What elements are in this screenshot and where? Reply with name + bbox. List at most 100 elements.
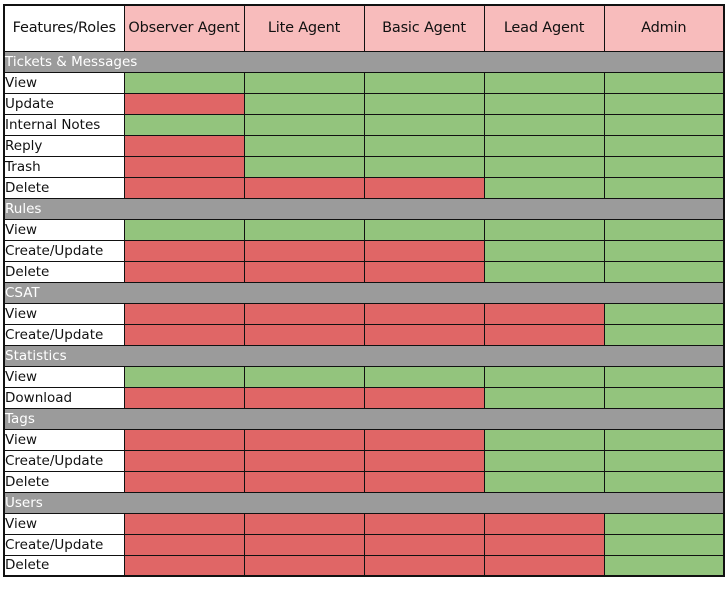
table-row: View	[3, 218, 725, 241]
permission-cell-allowed	[483, 155, 605, 178]
permission-cell-allowed	[483, 71, 605, 94]
permission-cell-allowed	[603, 365, 725, 388]
section-row: Users	[3, 491, 725, 514]
permission-cell-allowed	[603, 302, 725, 325]
permission-cell-allowed	[243, 92, 365, 115]
table-row: Create/Update	[3, 239, 725, 262]
permission-cell-denied	[123, 449, 245, 472]
permission-cell-denied	[123, 260, 245, 283]
section-row: Tickets & Messages	[3, 50, 725, 73]
feature-label: Delete	[3, 176, 125, 199]
permission-cell-denied	[243, 323, 365, 346]
permission-cell-allowed	[603, 470, 725, 493]
permission-cell-allowed	[123, 113, 245, 136]
feature-label: View	[3, 428, 125, 451]
permission-cell-denied	[483, 323, 605, 346]
section-row: CSAT	[3, 281, 725, 304]
permission-cell-denied	[243, 428, 365, 451]
permission-cell-allowed	[603, 323, 725, 346]
table-row: Internal Notes	[3, 113, 725, 136]
role-header-lead-agent: Lead Agent	[483, 4, 605, 52]
feature-label: Download	[3, 386, 125, 409]
feature-label: Reply	[3, 134, 125, 157]
permission-cell-allowed	[243, 134, 365, 157]
permission-cell-allowed	[363, 71, 485, 94]
permission-cell-denied	[363, 323, 485, 346]
feature-label: Create/Update	[3, 323, 125, 346]
permission-cell-denied	[363, 533, 485, 556]
permission-cell-allowed	[603, 218, 725, 241]
permission-cell-denied	[123, 176, 245, 199]
permission-cell-denied	[123, 470, 245, 493]
permission-cell-allowed	[603, 92, 725, 115]
feature-label: View	[3, 512, 125, 535]
permission-cell-allowed	[603, 386, 725, 409]
permission-cell-denied	[363, 239, 485, 262]
permission-cell-denied	[483, 512, 605, 535]
permission-cell-denied	[123, 92, 245, 115]
table-row: View	[3, 365, 725, 388]
permission-cell-allowed	[243, 113, 365, 136]
permissions-table: Features/Roles Observer Agent Lite Agent…	[3, 4, 725, 577]
permission-cell-allowed	[603, 113, 725, 136]
permission-cell-denied	[483, 302, 605, 325]
permission-cell-denied	[123, 554, 245, 577]
permission-cell-denied	[483, 533, 605, 556]
table-row: Update	[3, 92, 725, 115]
permission-cell-allowed	[123, 365, 245, 388]
table-row: View	[3, 71, 725, 94]
permission-cell-denied	[123, 386, 245, 409]
permission-cell-denied	[123, 428, 245, 451]
permission-cell-denied	[363, 176, 485, 199]
permission-cell-denied	[123, 155, 245, 178]
permission-cell-allowed	[483, 134, 605, 157]
permission-cell-denied	[363, 386, 485, 409]
permission-cell-denied	[243, 554, 365, 577]
permission-cell-allowed	[603, 71, 725, 94]
role-header-observer-agent: Observer Agent	[123, 4, 245, 52]
permission-cell-denied	[123, 533, 245, 556]
table-row: Create/Update	[3, 323, 725, 346]
permission-cell-denied	[363, 302, 485, 325]
permission-cell-denied	[243, 176, 365, 199]
feature-label: View	[3, 302, 125, 325]
section-row: Tags	[3, 407, 725, 430]
section-title: Users	[3, 491, 725, 514]
feature-label: View	[3, 71, 125, 94]
section-title: Tags	[3, 407, 725, 430]
permission-cell-denied	[363, 428, 485, 451]
feature-label: Delete	[3, 554, 125, 577]
permission-cell-allowed	[243, 218, 365, 241]
feature-label: Internal Notes	[3, 113, 125, 136]
permission-cell-allowed	[483, 365, 605, 388]
permission-cell-allowed	[363, 218, 485, 241]
table-row: View	[3, 512, 725, 535]
permission-cell-allowed	[483, 470, 605, 493]
table-row: Delete	[3, 554, 725, 577]
permission-cell-allowed	[483, 449, 605, 472]
permission-cell-denied	[123, 512, 245, 535]
table-row: View	[3, 302, 725, 325]
permission-cell-allowed	[603, 533, 725, 556]
permission-cell-denied	[123, 134, 245, 157]
permission-cell-allowed	[603, 512, 725, 535]
permission-cell-allowed	[603, 449, 725, 472]
permission-cell-allowed	[243, 71, 365, 94]
permission-cell-allowed	[123, 71, 245, 94]
permission-cell-allowed	[483, 260, 605, 283]
permission-cell-allowed	[483, 239, 605, 262]
permission-cell-allowed	[123, 218, 245, 241]
section-row: Statistics	[3, 344, 725, 367]
header-row: Features/Roles Observer Agent Lite Agent…	[3, 4, 725, 52]
permission-cell-allowed	[483, 386, 605, 409]
permission-cell-denied	[363, 260, 485, 283]
feature-label: Create/Update	[3, 239, 125, 262]
permission-cell-allowed	[603, 260, 725, 283]
permission-cell-allowed	[603, 176, 725, 199]
permission-cell-allowed	[603, 155, 725, 178]
permission-cell-allowed	[603, 134, 725, 157]
feature-label: Delete	[3, 260, 125, 283]
role-header-basic-agent: Basic Agent	[363, 4, 485, 52]
permission-cell-allowed	[603, 554, 725, 577]
permission-cell-denied	[363, 512, 485, 535]
